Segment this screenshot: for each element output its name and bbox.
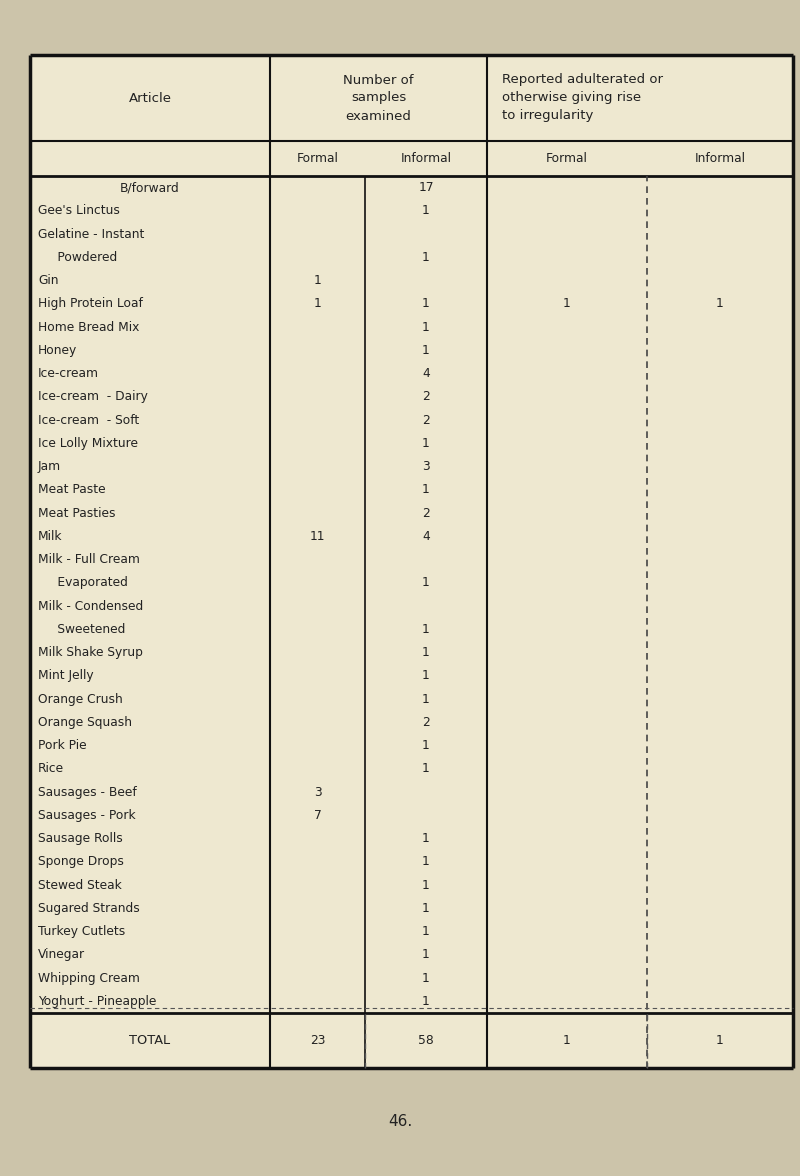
Text: 2: 2 <box>422 507 430 520</box>
Text: 1: 1 <box>422 926 430 938</box>
Text: 1: 1 <box>422 483 430 496</box>
Text: Sweetened: Sweetened <box>38 623 126 636</box>
Text: Honey: Honey <box>38 343 78 356</box>
Text: Meat Pasties: Meat Pasties <box>38 507 115 520</box>
Text: Mint Jelly: Mint Jelly <box>38 669 94 682</box>
Text: Formal: Formal <box>546 152 588 165</box>
Text: Vinegar: Vinegar <box>38 948 85 961</box>
Text: 58: 58 <box>418 1034 434 1047</box>
Text: 1: 1 <box>422 948 430 961</box>
Text: 7: 7 <box>314 809 322 822</box>
Text: 11: 11 <box>310 530 326 543</box>
Text: Whipping Cream: Whipping Cream <box>38 971 140 984</box>
Text: Orange Crush: Orange Crush <box>38 693 122 706</box>
Text: Home Bread Mix: Home Bread Mix <box>38 321 139 334</box>
Text: 1: 1 <box>422 762 430 775</box>
Text: Sausage Rolls: Sausage Rolls <box>38 833 122 846</box>
Text: Sausages - Beef: Sausages - Beef <box>38 786 137 799</box>
Text: 1: 1 <box>422 321 430 334</box>
Text: 1: 1 <box>422 576 430 589</box>
Text: Informal: Informal <box>694 152 746 165</box>
Text: 1: 1 <box>422 878 430 891</box>
Text: Ice-cream  - Dairy: Ice-cream - Dairy <box>38 390 148 403</box>
Text: Gelatine - Instant: Gelatine - Instant <box>38 228 144 241</box>
Text: 3: 3 <box>314 786 322 799</box>
Text: 1: 1 <box>422 693 430 706</box>
Text: Stewed Steak: Stewed Steak <box>38 878 122 891</box>
Text: 1: 1 <box>422 740 430 753</box>
Text: 4: 4 <box>422 367 430 380</box>
Text: 1: 1 <box>422 623 430 636</box>
Text: Rice: Rice <box>38 762 64 775</box>
Text: Sponge Drops: Sponge Drops <box>38 855 124 868</box>
Text: 1: 1 <box>314 274 322 287</box>
Text: Yoghurt - Pineapple: Yoghurt - Pineapple <box>38 995 156 1008</box>
Text: Sausages - Pork: Sausages - Pork <box>38 809 136 822</box>
Text: 1: 1 <box>716 1034 724 1047</box>
Text: 1: 1 <box>422 298 430 310</box>
Text: 1: 1 <box>422 995 430 1008</box>
Text: 1: 1 <box>422 343 430 356</box>
Text: Number of
samples
examined: Number of samples examined <box>343 73 414 122</box>
Text: Milk - Full Cream: Milk - Full Cream <box>38 553 140 566</box>
Text: Turkey Cutlets: Turkey Cutlets <box>38 926 126 938</box>
Text: Meat Paste: Meat Paste <box>38 483 106 496</box>
Text: 1: 1 <box>422 855 430 868</box>
Text: Formal: Formal <box>297 152 338 165</box>
Text: Sugared Strands: Sugared Strands <box>38 902 140 915</box>
Text: Ice-cream  - Soft: Ice-cream - Soft <box>38 414 139 427</box>
Text: 46.: 46. <box>388 1114 412 1129</box>
Text: Article: Article <box>129 92 171 105</box>
Text: Evaporated: Evaporated <box>38 576 128 589</box>
Text: Ice-cream: Ice-cream <box>38 367 99 380</box>
Text: 2: 2 <box>422 414 430 427</box>
Text: TOTAL: TOTAL <box>130 1034 170 1047</box>
Text: Milk - Condensed: Milk - Condensed <box>38 600 143 613</box>
Text: 1: 1 <box>422 833 430 846</box>
Text: Jam: Jam <box>38 460 61 473</box>
Text: 23: 23 <box>310 1034 326 1047</box>
Text: Gee's Linctus: Gee's Linctus <box>38 205 120 218</box>
Text: Reported adulterated or
otherwise giving rise
to irregularity: Reported adulterated or otherwise giving… <box>502 73 663 122</box>
Text: 1: 1 <box>563 298 571 310</box>
Text: 1: 1 <box>422 205 430 218</box>
Text: 4: 4 <box>422 530 430 543</box>
Text: 1: 1 <box>563 1034 571 1047</box>
Text: Milk: Milk <box>38 530 62 543</box>
Text: High Protein Loaf: High Protein Loaf <box>38 298 143 310</box>
Text: 2: 2 <box>422 390 430 403</box>
Text: 17: 17 <box>418 181 434 194</box>
Text: Milk Shake Syrup: Milk Shake Syrup <box>38 646 143 659</box>
Text: Ice Lolly Mixture: Ice Lolly Mixture <box>38 436 138 450</box>
Text: 1: 1 <box>422 436 430 450</box>
Text: Gin: Gin <box>38 274 58 287</box>
Text: 1: 1 <box>422 250 430 263</box>
Text: 1: 1 <box>422 669 430 682</box>
Bar <box>30 55 793 1068</box>
Text: Orange Squash: Orange Squash <box>38 716 132 729</box>
Text: 1: 1 <box>422 646 430 659</box>
Text: Informal: Informal <box>401 152 451 165</box>
Text: 2: 2 <box>422 716 430 729</box>
Text: 1: 1 <box>422 902 430 915</box>
Text: 1: 1 <box>716 298 724 310</box>
Text: 1: 1 <box>314 298 322 310</box>
Text: 3: 3 <box>422 460 430 473</box>
Text: 1: 1 <box>422 971 430 984</box>
Text: B/forward: B/forward <box>120 181 180 194</box>
Text: Pork Pie: Pork Pie <box>38 740 86 753</box>
Text: Powdered: Powdered <box>38 250 118 263</box>
